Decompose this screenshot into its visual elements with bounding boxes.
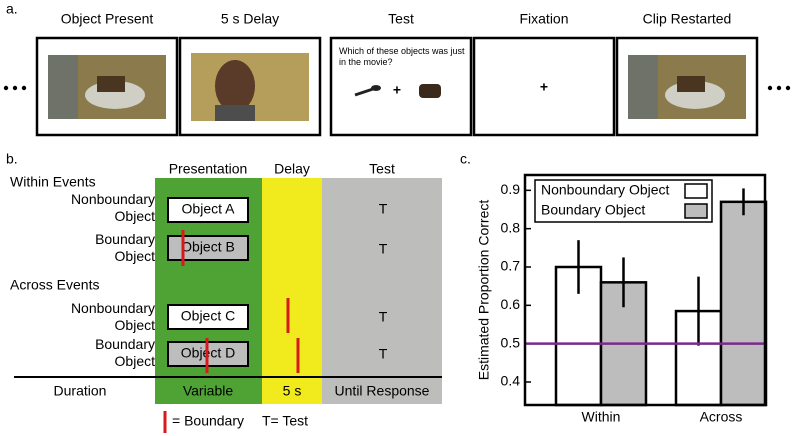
boundary-marks [163, 230, 300, 433]
object-box [167, 304, 249, 330]
row-label: Boundary Object [95, 336, 155, 369]
chart: 0.4 0.5 0.6 0.7 0.8 0.9 Within Across Nonboundar… [501, 173, 768, 425]
test-mark: T [379, 201, 388, 217]
object-box [167, 235, 249, 261]
fixation-cross: + [393, 82, 401, 98]
test-mark: T [379, 346, 388, 362]
legend-label: Nonboundary Object [541, 182, 670, 198]
video-detail [628, 55, 658, 119]
legend-label: Boundary Object [541, 202, 645, 218]
object-name: Object C [181, 308, 235, 324]
video-detail [215, 105, 255, 121]
y-tick-label: 0.6 [501, 296, 521, 312]
panel-label: b. [6, 151, 18, 167]
question-box: Which of these objects was just in the m… [339, 46, 465, 67]
frame-title: 5 s Delay [221, 11, 279, 27]
test-mark: T [379, 241, 388, 257]
duration-value: 5 s [283, 383, 302, 399]
dots [3, 85, 791, 91]
x-tick-label: Within [582, 409, 621, 425]
legend-text: T= Test [262, 413, 308, 429]
frame [329, 36, 473, 137]
video-detail [677, 76, 705, 92]
test-mark: T [379, 309, 388, 325]
row-label: Boundary Object [95, 231, 155, 264]
test-question: Which of these objects was just in the m… [339, 46, 465, 67]
plot-frame [523, 173, 767, 407]
column-header: Test [369, 161, 395, 177]
x-tick-label: Across [700, 409, 743, 425]
legend-swatch [684, 183, 708, 199]
duration-label: Duration [54, 383, 107, 399]
y-tick-label: 0.4 [501, 373, 521, 389]
delay-column [262, 178, 322, 404]
y-tick-label: 0.7 [501, 258, 521, 274]
legend-box [534, 179, 713, 223]
frames: Object Present 5 s Delay Test Which of thes… [35, 11, 759, 137]
legend-text: = Boundary [172, 413, 244, 429]
video-detail [48, 55, 78, 119]
y-tick-label: 0.9 [501, 181, 521, 197]
frame [472, 36, 616, 137]
video-detail [215, 60, 255, 112]
frame-title: Clip Restarted [643, 11, 732, 27]
video-detail [97, 76, 125, 92]
object-icon [354, 87, 374, 97]
duration-value: Until Response [335, 383, 430, 399]
panel-label: a. [6, 1, 18, 17]
frame-title: Fixation [519, 11, 568, 27]
object-box [167, 197, 249, 223]
fixation-cross: + [540, 79, 548, 95]
frame-title: Object Present [61, 11, 154, 27]
group-name: Across Events [10, 277, 99, 293]
column-header: Presentation [169, 161, 248, 177]
panel-label: c. [460, 151, 471, 167]
y-tick-label: 0.8 [501, 219, 521, 235]
object-icon [371, 85, 381, 91]
group-name: Within Events [10, 174, 96, 190]
test-column [322, 178, 442, 404]
y-axis-label: Estimated Proportion Correct [476, 200, 492, 381]
bar [719, 200, 768, 407]
object-icon [419, 84, 441, 98]
legend-swatch [684, 203, 708, 219]
column-header: Delay [274, 161, 310, 177]
object-name: Object B [181, 239, 235, 255]
object-name: Object A [182, 201, 236, 217]
frame-title: Test [388, 11, 414, 27]
row-label: Nonboundary Object [70, 300, 155, 333]
duration-value: Variable [183, 383, 234, 399]
row-label: Nonboundary Object [70, 191, 155, 224]
y-tick-label: 0.5 [501, 334, 521, 350]
